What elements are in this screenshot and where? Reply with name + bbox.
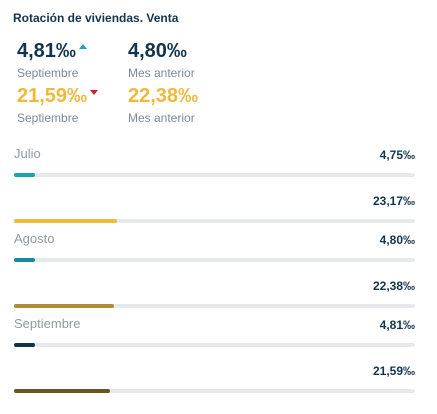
- kpi-previous-value-2: 22,38‰: [128, 85, 199, 107]
- widget-title: Rotación de viviendas. Venta: [13, 11, 179, 25]
- kpi-current-value-2-text: 21,59‰: [17, 85, 88, 107]
- kpi-previous-label-1: Mes anterior: [128, 66, 195, 80]
- bar-value-label-2-1: 21,59‰: [372, 364, 415, 378]
- kpi-current-value-2: 21,59‰: [17, 85, 99, 107]
- bar-track-0-1: [14, 219, 415, 223]
- bar-value-label-0-0: 4,75‰: [379, 148, 415, 162]
- bar-track-1-0: [14, 258, 415, 262]
- kpi-current-label-1: Septiembre: [17, 66, 79, 80]
- bar-fill-1-0: [14, 258, 35, 262]
- trend-up-icon: [78, 44, 87, 49]
- bar-track-2-0: [14, 343, 415, 347]
- group-label-2: Septiembre: [14, 316, 81, 331]
- bar-fill-2-1: [14, 389, 110, 393]
- bar-fill-0-1: [14, 219, 117, 223]
- bar-fill-0-0: [14, 173, 35, 177]
- kpi-previous-value-1: 4,80‰: [128, 40, 187, 62]
- kpi-previous-label-2: Mes anterior: [128, 111, 195, 125]
- bar-value-label-0-1: 23,17‰: [372, 194, 415, 208]
- kpi-current-value-1: 4,81‰: [17, 41, 87, 61]
- bar-fill-2-0: [14, 343, 35, 347]
- bar-track-2-1: [14, 389, 415, 393]
- trend-down-icon: [90, 90, 99, 95]
- group-label-1: Agosto: [14, 231, 55, 246]
- bar-value-label-1-1: 22,38‰: [372, 279, 415, 293]
- bar-track-0-0: [14, 173, 415, 177]
- kpi-current-value-1-text: 4,81‰: [17, 40, 76, 62]
- bar-value-label-1-0: 4,80‰: [379, 233, 415, 247]
- group-label-0: Julio: [14, 146, 41, 161]
- bar-track-1-1: [14, 304, 415, 308]
- bar-fill-1-1: [14, 304, 114, 308]
- bar-value-label-2-0: 4,81‰: [379, 318, 415, 332]
- kpi-current-label-2: Septiembre: [17, 111, 79, 125]
